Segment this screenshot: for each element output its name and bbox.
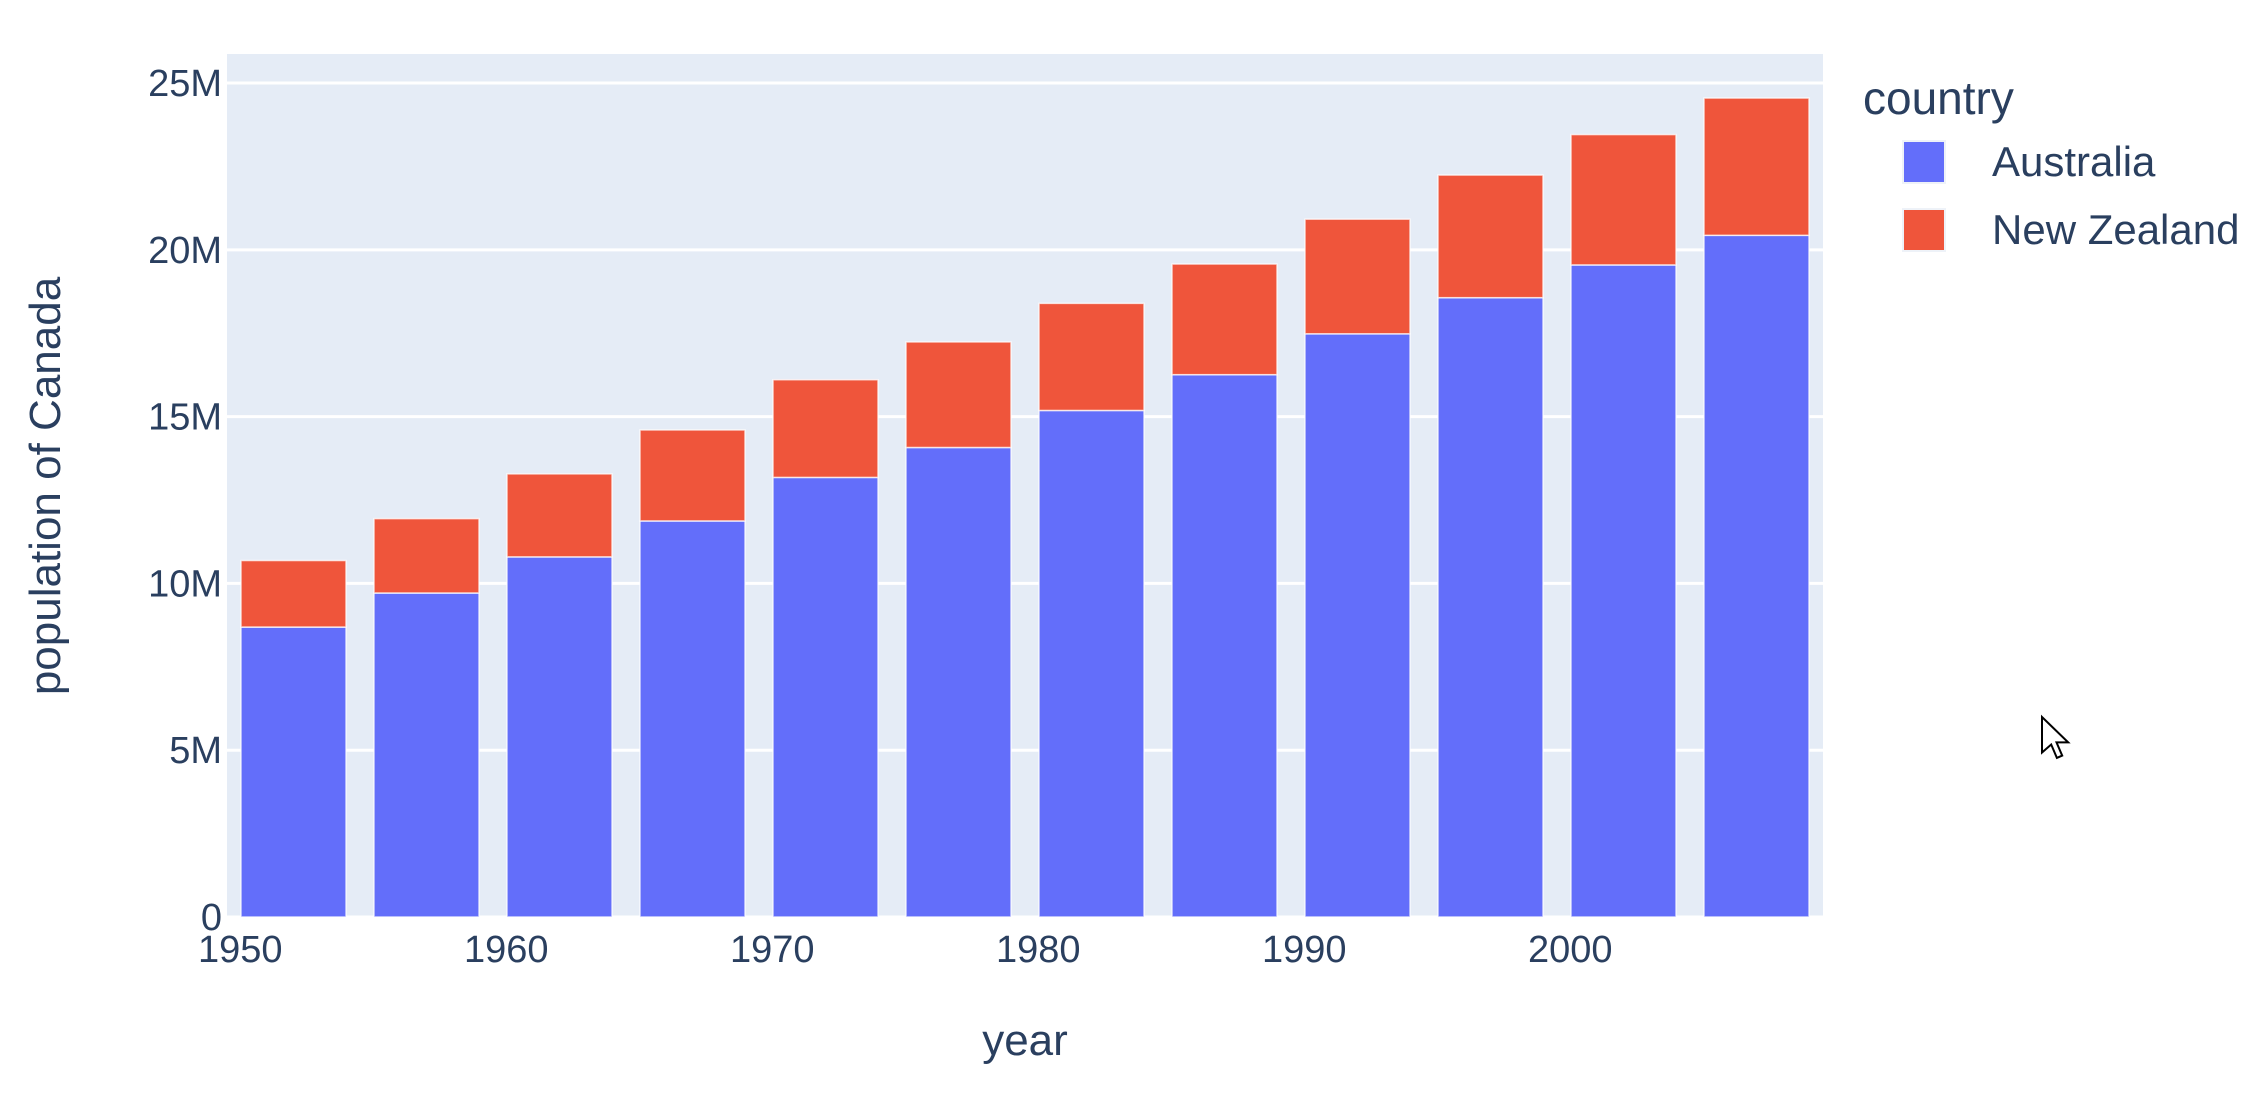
x-tick-label: 1960: [464, 929, 549, 971]
y-tick-label: 25M: [148, 63, 222, 105]
bar-segment-australia-1977[interactable]: [905, 446, 1012, 918]
legend-title: country: [1863, 72, 2014, 124]
x-tick-label: 2000: [1528, 929, 1613, 971]
y-axis-title: population of Canada: [21, 276, 70, 695]
bar-segment-australia-2002[interactable]: [1570, 264, 1677, 918]
x-axis-title: year: [982, 1016, 1068, 1065]
legend-item-new-zealand[interactable]: New Zealand: [1863, 208, 2239, 252]
bar-segment-australia-1957[interactable]: [373, 592, 480, 918]
new-zealand-swatch-icon: [1902, 208, 1946, 252]
plot-area: [227, 54, 1823, 917]
mouse-cursor-icon: [2041, 714, 2071, 760]
bar-segment-australia-1952[interactable]: [240, 626, 347, 918]
bar-segment-australia-1982[interactable]: [1038, 409, 1145, 918]
legend: country Australia New Zealand: [1863, 72, 2239, 276]
bar-segment-new-zealand-1987[interactable]: [1171, 263, 1278, 376]
bar-segment-australia-1967[interactable]: [639, 520, 746, 918]
legend-item-australia[interactable]: Australia: [1863, 140, 2239, 184]
y-axis-tick-labels: 0 5M 10M 15M 20M 25M: [148, 63, 222, 939]
bar-segment-new-zealand-1992[interactable]: [1304, 218, 1411, 335]
x-tick-label: 1970: [730, 929, 815, 971]
y-tick-label: 15M: [148, 397, 222, 439]
gridlines: [227, 81, 1823, 919]
y-tick-label: 10M: [148, 563, 222, 605]
australia-swatch-icon: [1902, 140, 1946, 184]
y-tick-label: 20M: [148, 230, 222, 272]
bar-segment-australia-1987[interactable]: [1171, 373, 1278, 918]
bar-segment-new-zealand-1957[interactable]: [373, 517, 480, 594]
y-tick-label: 0: [201, 897, 222, 939]
bar-segment-new-zealand-1982[interactable]: [1038, 302, 1145, 412]
bar-segment-new-zealand-1962[interactable]: [506, 473, 613, 558]
bar-segment-new-zealand-2007[interactable]: [1703, 97, 1810, 237]
bar-segment-new-zealand-1997[interactable]: [1437, 174, 1544, 299]
bar-segment-new-zealand-1952[interactable]: [240, 559, 347, 628]
x-tick-label: 1980: [996, 929, 1081, 971]
bars-group: [240, 97, 1810, 918]
bar-segment-new-zealand-1977[interactable]: [905, 341, 1012, 449]
bar-segment-australia-1962[interactable]: [506, 556, 613, 918]
bar-segment-australia-1972[interactable]: [772, 476, 879, 918]
legend-label: Australia: [1992, 138, 2156, 185]
bar-segment-australia-2007[interactable]: [1703, 234, 1810, 918]
legend-label: New Zealand: [1992, 206, 2240, 253]
bar-segment-new-zealand-2002[interactable]: [1570, 133, 1677, 266]
bar-segment-australia-1992[interactable]: [1304, 333, 1411, 918]
x-tick-label: 1950: [198, 929, 283, 971]
bar-segment-new-zealand-1972[interactable]: [772, 378, 879, 479]
x-tick-label: 1990: [1262, 929, 1347, 971]
y-tick-label: 5M: [169, 730, 222, 772]
x-axis-tick-labels: 1950 1960 1970 1980 1990 2000: [198, 929, 1613, 971]
bar-segment-australia-1997[interactable]: [1437, 296, 1544, 918]
bar-segment-new-zealand-1967[interactable]: [639, 429, 746, 522]
